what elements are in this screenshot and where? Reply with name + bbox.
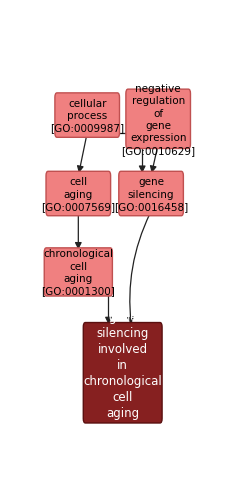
- FancyBboxPatch shape: [44, 248, 112, 296]
- FancyBboxPatch shape: [55, 94, 120, 138]
- FancyBboxPatch shape: [126, 90, 191, 149]
- Text: gene
silencing
involved
in
chronological
cell
aging
[GO:0010978]: gene silencing involved in chronological…: [81, 311, 164, 436]
- Text: cell
aging
[GO:0007569]: cell aging [GO:0007569]: [41, 177, 115, 212]
- Text: gene
silencing
[GO:0016458]: gene silencing [GO:0016458]: [114, 177, 188, 212]
- FancyBboxPatch shape: [83, 323, 162, 423]
- Text: chronological
cell
aging
[GO:0001300]: chronological cell aging [GO:0001300]: [41, 249, 115, 296]
- FancyBboxPatch shape: [46, 172, 111, 216]
- Text: negative
regulation
of
gene
expression
[GO:0010629]: negative regulation of gene expression […: [121, 84, 195, 155]
- Text: cellular
process
[GO:0009987]: cellular process [GO:0009987]: [50, 98, 124, 133]
- FancyBboxPatch shape: [119, 172, 183, 216]
